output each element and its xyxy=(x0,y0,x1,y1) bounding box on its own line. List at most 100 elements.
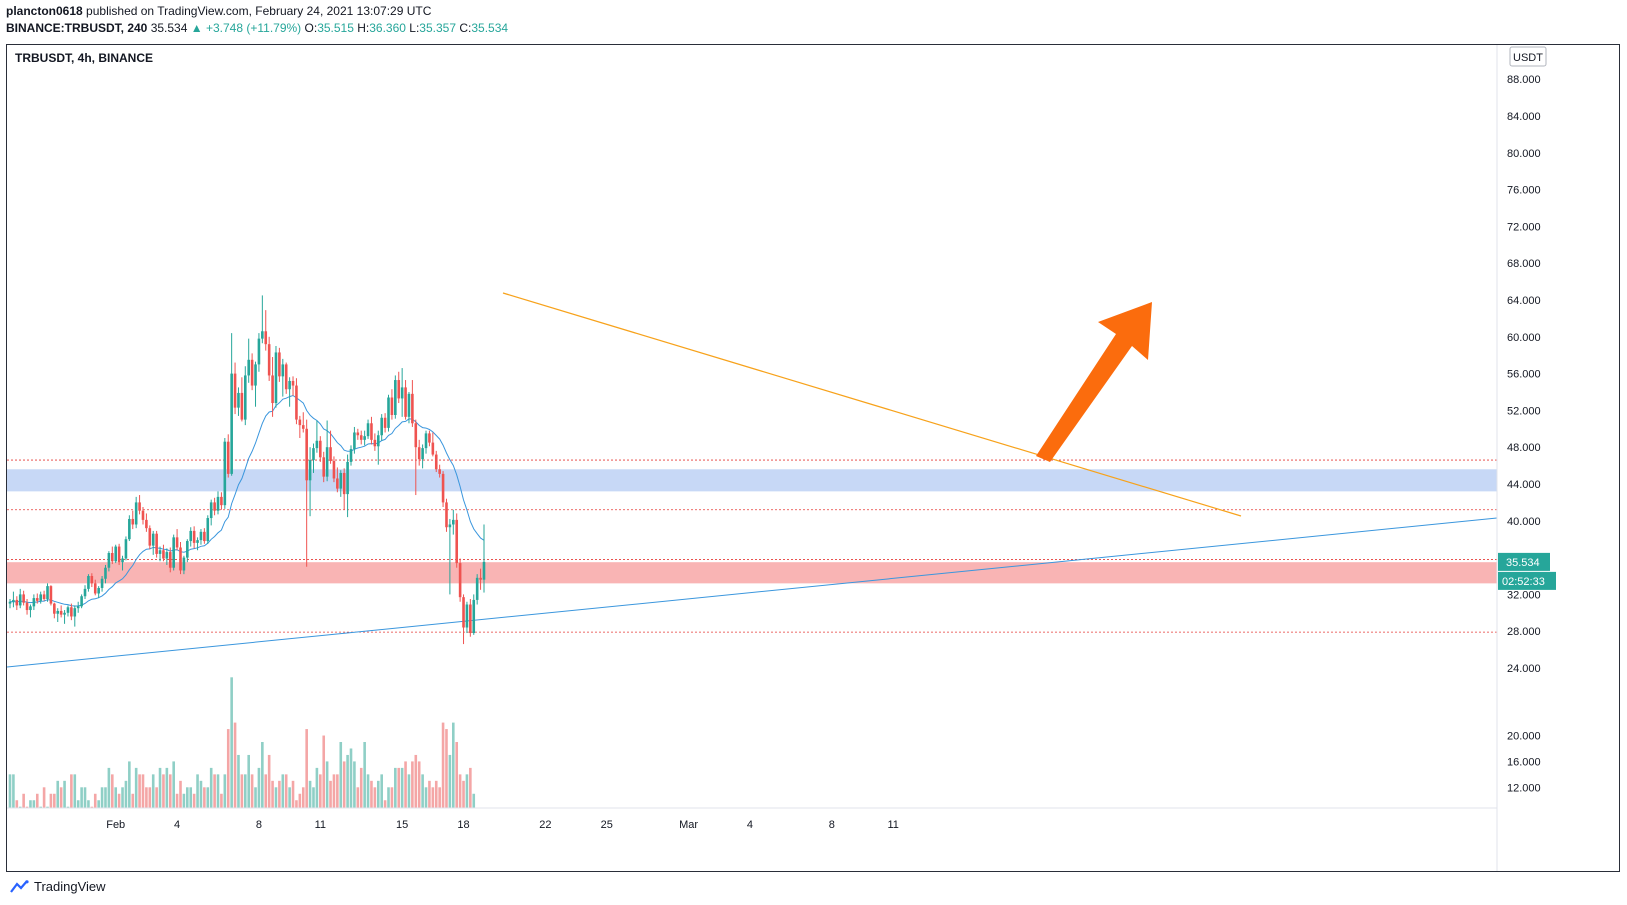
volume-bar xyxy=(196,774,199,808)
volume-bar xyxy=(455,742,459,808)
close-label: C: xyxy=(459,21,472,35)
candle-body xyxy=(148,528,152,546)
volume-bar xyxy=(121,787,124,808)
candle-body xyxy=(53,603,56,614)
y-tick-label: 48.000 xyxy=(1507,442,1541,454)
candle-body xyxy=(117,546,121,563)
volume-bar xyxy=(394,767,397,808)
candle-body xyxy=(12,599,15,602)
candle-body xyxy=(134,502,138,525)
volume-bar xyxy=(342,761,346,808)
candle-body xyxy=(295,385,298,420)
high-value: 36.360 xyxy=(369,21,406,35)
x-tick-label: Feb xyxy=(106,819,125,831)
candle-body xyxy=(274,352,278,404)
volume-bar xyxy=(271,780,274,808)
y-tick-label: 60.000 xyxy=(1507,332,1541,344)
tradingview-footer[interactable]: TradingView xyxy=(10,879,106,894)
candle-body xyxy=(278,352,281,377)
symbol-label: BINANCE:TRBUSDT, 240 xyxy=(6,21,148,35)
publisher-name[interactable]: plancton0618 xyxy=(6,4,83,18)
resistance-zone xyxy=(7,469,1497,492)
volume-bar xyxy=(445,729,448,808)
candle-body xyxy=(462,597,465,628)
candle-body xyxy=(359,435,363,440)
candle-body xyxy=(39,594,42,601)
candle-body xyxy=(168,552,172,568)
candle-body xyxy=(25,602,29,611)
candle-body xyxy=(400,387,404,399)
candle-body xyxy=(332,461,336,479)
y-tick-label: 56.000 xyxy=(1507,369,1541,381)
volume-bar xyxy=(165,767,169,808)
countdown-label: 02:52:33 xyxy=(1502,576,1545,588)
candle-body xyxy=(390,397,394,415)
volume-bar xyxy=(438,787,441,808)
candle-body xyxy=(428,433,431,443)
candle-body xyxy=(271,375,274,404)
candle-body xyxy=(325,447,329,477)
volume-bar xyxy=(189,787,193,808)
candle-body xyxy=(97,587,100,594)
candle-body xyxy=(230,373,233,474)
volume-bar xyxy=(359,767,363,808)
volume-bar xyxy=(134,767,138,808)
volume-bar xyxy=(83,787,87,808)
volume-bar xyxy=(131,793,135,808)
candle-body xyxy=(281,364,285,377)
volume-bar xyxy=(90,806,94,808)
volume-bar xyxy=(376,780,380,808)
candle-body xyxy=(319,440,322,458)
volume-bar xyxy=(168,774,172,808)
candle-body xyxy=(404,387,407,417)
candle-body xyxy=(482,561,486,580)
volume-bar xyxy=(141,774,145,808)
candle-body xyxy=(158,550,162,554)
open-value: 35.515 xyxy=(317,21,354,35)
volume-bar xyxy=(32,800,36,808)
candle-body xyxy=(93,583,97,594)
x-tick-label: 18 xyxy=(457,819,469,831)
volume-bar xyxy=(230,677,233,808)
candle-body xyxy=(182,557,186,571)
candle-body xyxy=(431,442,435,455)
y-tick-label: 40.000 xyxy=(1507,516,1541,528)
candle-body xyxy=(349,449,353,462)
candle-body xyxy=(87,576,90,589)
volume-bar xyxy=(70,774,73,808)
volume-bar xyxy=(274,787,278,808)
volume-bar xyxy=(465,774,469,808)
volume-bar xyxy=(387,787,390,808)
volume-bar xyxy=(148,787,152,808)
candle-body xyxy=(114,546,118,562)
volume-bar xyxy=(155,787,158,808)
candle-body xyxy=(226,441,230,474)
volume-bar xyxy=(100,787,104,808)
candle-body xyxy=(455,519,459,564)
candle-body xyxy=(380,417,383,436)
change-value: +3.748 (+11.79%) xyxy=(205,21,302,35)
candle-body xyxy=(329,447,332,461)
volume-bar xyxy=(315,767,319,808)
candle-body xyxy=(63,612,66,615)
y-tick-label: 16.000 xyxy=(1507,756,1541,768)
candle-body xyxy=(80,596,83,607)
volume-bar xyxy=(298,793,302,808)
candle-body xyxy=(312,448,315,461)
volume-bar xyxy=(472,793,476,808)
volume-bar xyxy=(203,787,206,808)
candle-body xyxy=(394,380,397,415)
volume-bar xyxy=(414,754,418,808)
candle-body xyxy=(22,594,25,603)
volume-bar xyxy=(346,754,349,808)
x-tick-label: 8 xyxy=(829,819,835,831)
close-value: 35.534 xyxy=(471,21,509,35)
candle-body xyxy=(196,540,199,543)
chart-frame[interactable] xyxy=(6,44,1620,872)
candle-body xyxy=(315,440,319,449)
descending-trendline xyxy=(502,292,1242,517)
candle-body xyxy=(336,478,339,489)
change-up-icon: ▲ xyxy=(190,21,203,35)
x-tick-label: 11 xyxy=(315,819,326,831)
